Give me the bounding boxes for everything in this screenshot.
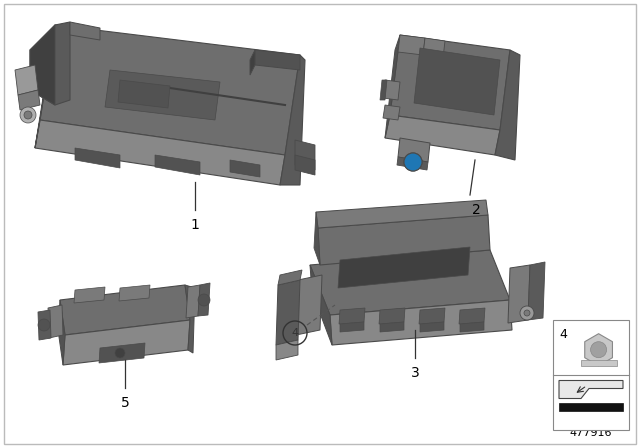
Polygon shape — [296, 275, 322, 335]
Polygon shape — [30, 22, 70, 105]
Polygon shape — [559, 402, 623, 410]
Polygon shape — [383, 80, 400, 100]
Circle shape — [520, 306, 534, 320]
Polygon shape — [385, 115, 500, 155]
Polygon shape — [35, 25, 55, 148]
Circle shape — [524, 310, 530, 316]
Polygon shape — [295, 155, 315, 175]
Polygon shape — [316, 200, 488, 228]
Polygon shape — [379, 308, 405, 324]
Circle shape — [591, 342, 607, 358]
Polygon shape — [60, 285, 190, 335]
Polygon shape — [119, 285, 150, 301]
Polygon shape — [74, 287, 105, 303]
Text: 2: 2 — [472, 203, 481, 217]
Text: 3: 3 — [411, 366, 419, 380]
Circle shape — [404, 153, 422, 171]
Polygon shape — [330, 300, 512, 345]
Polygon shape — [398, 35, 425, 55]
Polygon shape — [118, 80, 170, 108]
Polygon shape — [75, 148, 120, 168]
Polygon shape — [419, 308, 445, 324]
Polygon shape — [280, 55, 305, 185]
Polygon shape — [585, 334, 612, 366]
Polygon shape — [318, 215, 490, 265]
Polygon shape — [255, 50, 300, 70]
Polygon shape — [385, 35, 400, 138]
Polygon shape — [185, 285, 195, 353]
Polygon shape — [278, 270, 302, 285]
Circle shape — [115, 348, 125, 358]
Polygon shape — [380, 322, 404, 332]
Polygon shape — [310, 265, 332, 345]
Text: 4: 4 — [559, 328, 567, 341]
Polygon shape — [420, 322, 444, 332]
Polygon shape — [198, 283, 210, 316]
Text: 5: 5 — [120, 396, 129, 410]
Polygon shape — [559, 380, 623, 399]
Polygon shape — [390, 35, 510, 130]
Polygon shape — [314, 212, 320, 265]
Polygon shape — [18, 90, 40, 110]
Polygon shape — [340, 322, 364, 332]
Polygon shape — [40, 25, 300, 155]
Polygon shape — [155, 155, 200, 175]
Polygon shape — [397, 157, 428, 170]
Polygon shape — [63, 320, 190, 365]
Polygon shape — [186, 285, 200, 318]
Polygon shape — [339, 308, 365, 324]
Polygon shape — [276, 280, 300, 345]
Polygon shape — [580, 360, 616, 366]
Polygon shape — [105, 70, 220, 120]
FancyBboxPatch shape — [553, 320, 629, 430]
Circle shape — [38, 319, 50, 331]
Polygon shape — [459, 308, 485, 324]
Polygon shape — [70, 22, 100, 40]
Text: 4: 4 — [291, 328, 299, 338]
Polygon shape — [58, 300, 65, 365]
Polygon shape — [250, 50, 255, 75]
Polygon shape — [398, 138, 430, 162]
FancyBboxPatch shape — [4, 4, 636, 444]
Polygon shape — [35, 120, 285, 185]
Text: 477916: 477916 — [570, 428, 612, 438]
Polygon shape — [414, 48, 500, 115]
Polygon shape — [295, 140, 315, 170]
Polygon shape — [310, 250, 510, 315]
Circle shape — [198, 294, 210, 306]
Polygon shape — [276, 340, 298, 360]
Polygon shape — [423, 38, 445, 58]
Text: 1: 1 — [191, 218, 200, 232]
Polygon shape — [30, 25, 55, 105]
Polygon shape — [380, 80, 387, 100]
Polygon shape — [495, 50, 520, 160]
Polygon shape — [99, 343, 145, 363]
Polygon shape — [528, 262, 545, 320]
Polygon shape — [15, 65, 38, 95]
Circle shape — [24, 111, 32, 119]
Circle shape — [404, 153, 422, 171]
Polygon shape — [230, 160, 260, 177]
Polygon shape — [38, 310, 51, 340]
Polygon shape — [338, 247, 470, 288]
Polygon shape — [508, 265, 530, 323]
Polygon shape — [48, 305, 63, 338]
Polygon shape — [383, 105, 400, 120]
Circle shape — [20, 107, 36, 123]
Polygon shape — [460, 322, 484, 332]
